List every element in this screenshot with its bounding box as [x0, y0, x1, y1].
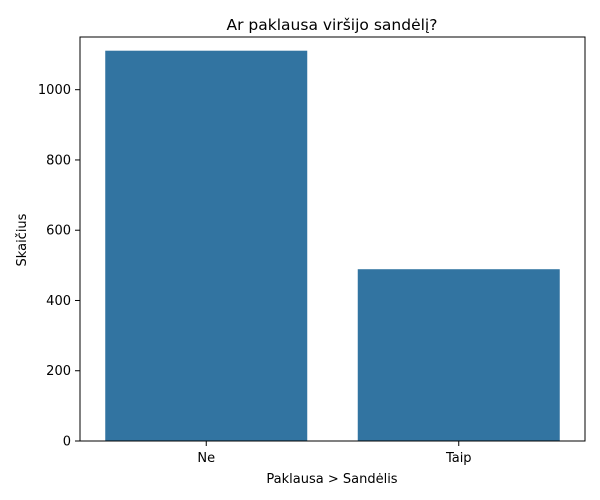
plot-area: [79, 36, 586, 442]
x-tick-label: Ne: [197, 451, 215, 466]
y-tick-label: 400: [46, 294, 71, 309]
x-axis: Ne Taip: [197, 441, 472, 466]
y-tick-label: 200: [46, 364, 71, 379]
plot-frame: [79, 36, 586, 442]
y-tick-label: 600: [46, 224, 71, 239]
bar-taip: [357, 269, 560, 441]
bar-ne: [105, 50, 308, 442]
x-axis-label: Paklausa > Sandėlis: [266, 472, 397, 487]
chart-title: Ar paklausa viršijo sandėlį?: [227, 16, 438, 34]
y-tick-label: 800: [46, 153, 71, 168]
y-tick-label: 1000: [38, 83, 71, 98]
y-tick-label: 0: [63, 435, 71, 450]
y-axis-label: Skaičius: [15, 213, 30, 266]
x-tick-label: Taip: [445, 451, 472, 466]
y-axis: 0 200 400 600 800 1000: [38, 83, 80, 450]
